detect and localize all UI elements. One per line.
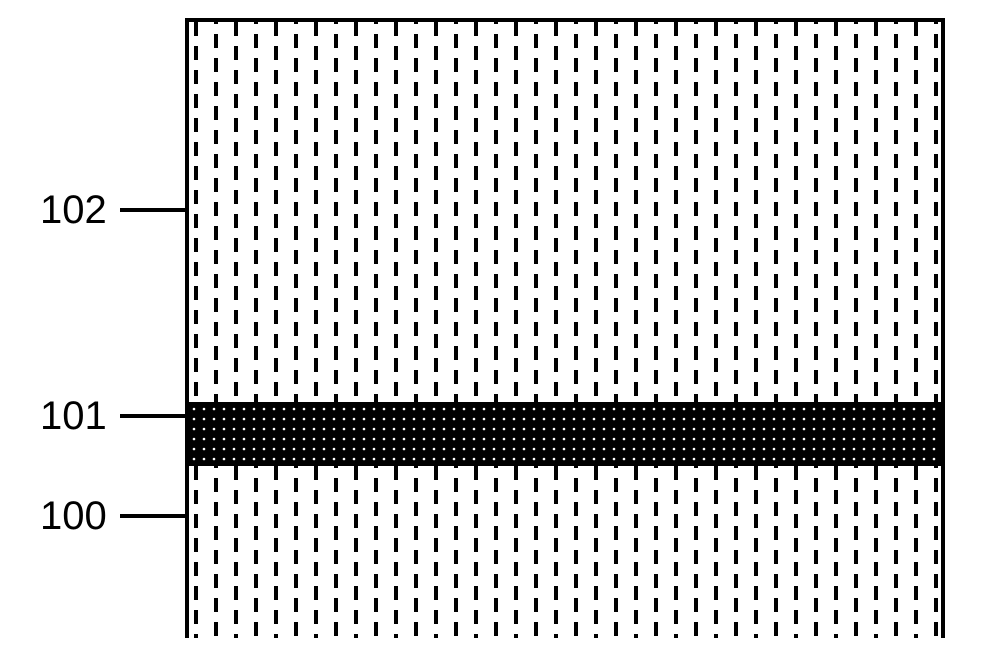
layer-stack: [185, 18, 945, 638]
layer-100: [189, 466, 941, 638]
label-102: 102: [40, 188, 107, 233]
label-101: 101: [40, 394, 107, 439]
leader-100: [120, 514, 185, 518]
leader-102: [120, 208, 185, 212]
leader-101: [120, 414, 185, 418]
layer-101: [189, 404, 941, 466]
cross-section-diagram: 102 101 100: [0, 0, 982, 655]
layer-102: [189, 22, 941, 404]
label-100: 100: [40, 494, 107, 539]
